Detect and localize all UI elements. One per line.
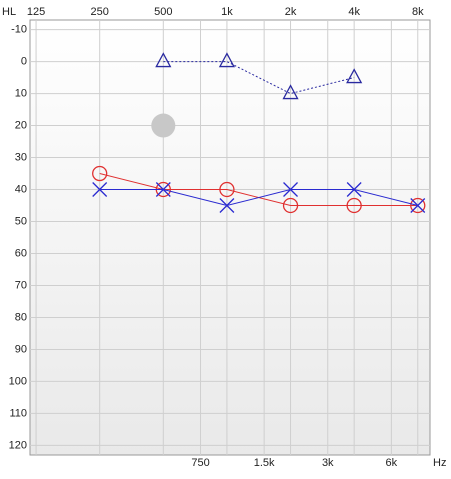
x-tick-label: 250 (91, 6, 109, 18)
marker-triangle (282, 84, 299, 100)
y-axis-label: HL (2, 6, 16, 18)
x-tick-label: 3k (322, 457, 334, 469)
marker-dot (151, 113, 176, 138)
marker-x (155, 182, 171, 197)
y-tick-label: 0 (21, 55, 27, 67)
x-tick-label: 2k (285, 6, 297, 18)
y-tick-label: 10 (15, 87, 27, 99)
y-tick-label: 20 (15, 119, 27, 131)
marker-circle (92, 165, 108, 182)
y-tick-label: 60 (15, 247, 27, 259)
marker-triangle (155, 52, 172, 68)
x-tick-label: 500 (154, 6, 172, 18)
y-tick-label: 100 (9, 375, 27, 387)
y-tick-label: 90 (15, 343, 27, 355)
y-tick-label: 80 (15, 311, 27, 323)
y-tick-label: 70 (15, 279, 27, 291)
y-tick-label: -10 (11, 24, 27, 36)
y-tick-label: 40 (15, 183, 27, 195)
marker-circle (410, 197, 426, 214)
marker-triangle (346, 68, 363, 84)
x-tick-label: 1.5k (254, 457, 275, 469)
marker-x (92, 182, 108, 197)
y-tick-label: 50 (15, 215, 27, 227)
y-tick-label: 110 (9, 407, 27, 419)
marker-circle (219, 181, 235, 198)
x-axis-label: Hz (433, 457, 446, 469)
marker-circle (346, 197, 362, 214)
marker-triangle (218, 52, 236, 68)
x-tick-label: 1k (221, 6, 233, 18)
marker-x (219, 198, 235, 213)
x-tick-label: 750 (191, 457, 209, 469)
plot-area (29, 19, 431, 456)
y-tick-label: 30 (15, 151, 27, 163)
marker-circle (282, 197, 299, 214)
x-tick-label: 125 (27, 6, 45, 18)
x-tick-label: 6k (386, 457, 398, 469)
series-line (99, 189, 418, 207)
x-tick-label: 4k (348, 6, 360, 18)
x-tick-label: 8k (412, 6, 424, 18)
marker-x (283, 182, 298, 197)
marker-x (346, 182, 362, 197)
marker-x (410, 198, 426, 213)
y-tick-label: 120 (9, 439, 27, 451)
